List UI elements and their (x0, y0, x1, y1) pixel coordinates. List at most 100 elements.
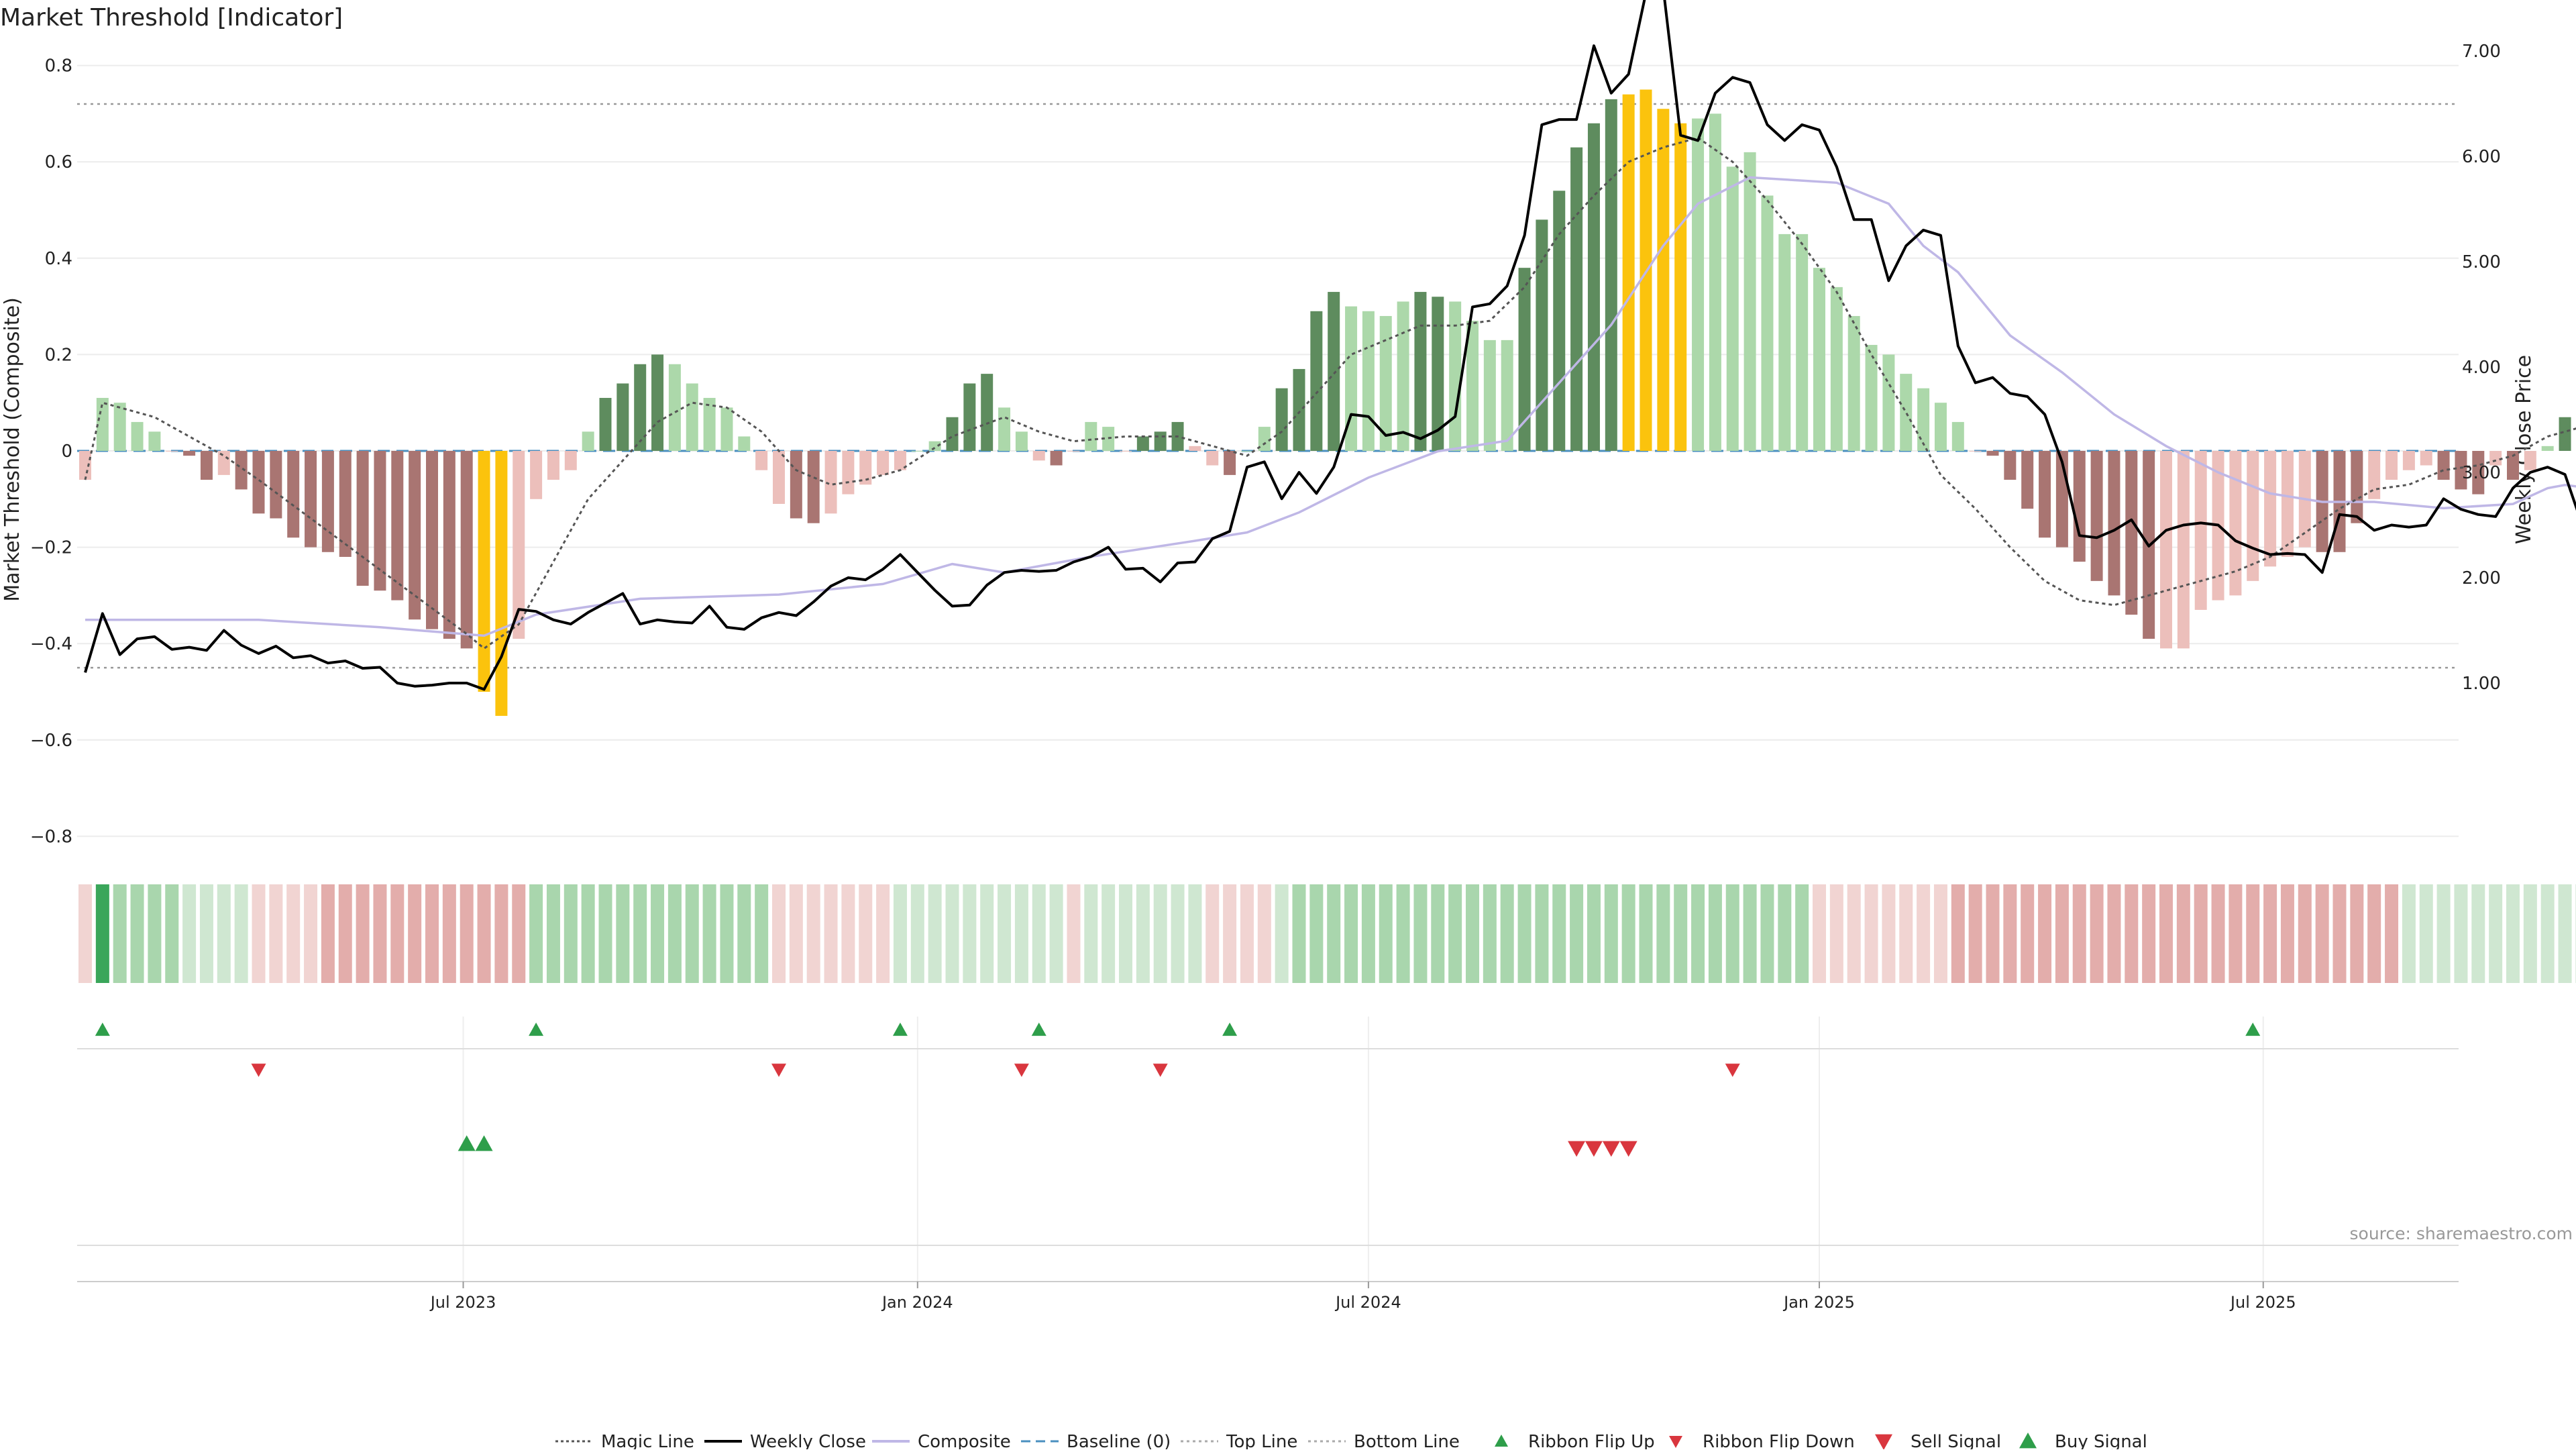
ribbon-flip-up-marker (529, 1023, 544, 1036)
ribbon-cell (841, 884, 855, 983)
ribbon-cell (1275, 884, 1289, 983)
composite-bar (2402, 451, 2415, 470)
ribbon-cell (442, 884, 456, 983)
composite-bar (96, 398, 109, 451)
composite-bar (460, 451, 473, 649)
ribbon-cell (182, 884, 197, 983)
ribbon-cell (928, 884, 942, 983)
composite-bar (1743, 152, 1756, 451)
legend-swatch (1495, 1435, 1508, 1447)
legend-label: Magic Line (601, 1432, 694, 1449)
x-axis: Jul 2023 Jan 2024 Jul 2024 Jan 2025 Jul 2025 (77, 1281, 2459, 1312)
ribbon-cell (529, 884, 543, 983)
composite-bar (1032, 451, 1045, 461)
composite-bar (1709, 113, 1721, 451)
composite-bar (1674, 123, 1687, 451)
ribbon-cell (390, 884, 405, 983)
ribbon-cell (2194, 884, 2208, 983)
ribbon-cell (2055, 884, 2069, 983)
ribbon-cell (1136, 884, 1150, 983)
ribbon-cell (1604, 884, 1618, 983)
ribbon-cell (1517, 884, 1532, 983)
composite-bar (1951, 421, 1964, 451)
x-tick-label: Jul 2024 (1334, 1293, 1401, 1312)
composite-bar (2437, 451, 2450, 480)
chart-title: Market Threshold [Indicator] (0, 4, 343, 32)
ribbon-cell (980, 884, 994, 983)
ribbon-cell (252, 884, 266, 983)
composite-bar (1587, 123, 1600, 451)
ribbon-cell (2506, 884, 2520, 983)
y-tick-label: −0.4 (30, 634, 72, 654)
composite-bar (513, 451, 525, 639)
composite-bar (998, 407, 1011, 451)
composite-bar (2039, 451, 2051, 538)
ribbon-flip-down-marker (1725, 1064, 1740, 1077)
y-tick-label: −0.6 (30, 731, 72, 751)
composite-bar (2420, 451, 2432, 466)
ribbon-cell (2263, 884, 2277, 983)
composite-bar (409, 451, 421, 620)
ribbon-cell (2229, 884, 2243, 983)
sell-signal-marker (1568, 1141, 1586, 1157)
ribbon-cell (789, 884, 803, 983)
composite-bar (478, 451, 490, 692)
composite-bar (1518, 268, 1531, 451)
ribbon-flip-down-marker (771, 1064, 786, 1077)
composite-bar (2559, 417, 2571, 451)
composite-bar (1847, 315, 1860, 451)
ribbon-cell (1968, 884, 1982, 983)
composite-bar (2108, 451, 2121, 596)
composite-bar (946, 417, 959, 451)
ribbon-cell (667, 884, 682, 983)
composite-bar (720, 407, 733, 451)
ribbon-cell (737, 884, 751, 983)
composite-bar (564, 451, 577, 470)
composite-bar (1050, 451, 1063, 466)
composite-bar (1067, 451, 1080, 452)
ribbon-cell (1067, 884, 1081, 983)
ribbon-cell (824, 884, 838, 983)
y-axis-label: Market Threshold (Composite) (1, 297, 24, 602)
ribbon-cell (286, 884, 301, 983)
composite-bar (755, 451, 768, 470)
composite-bar (963, 383, 976, 451)
ribbon-cell (859, 884, 873, 983)
composite-bar (1120, 451, 1132, 452)
composite-bar (200, 451, 213, 480)
ribbon-cell (321, 884, 335, 983)
ribbon-cell (338, 884, 352, 983)
ribbon-cell (1257, 884, 1271, 983)
ribbon-cell (2142, 884, 2156, 983)
ribbon-cell (113, 884, 127, 983)
composite-bar (668, 364, 681, 451)
ribbon-cell (2090, 884, 2104, 983)
sell-signal-marker (1585, 1141, 1603, 1157)
ribbon-flip-down-marker (1152, 1064, 1168, 1077)
composite-bar (2281, 451, 2294, 557)
composite-bar (1136, 436, 1149, 451)
composite-bar (1882, 354, 1895, 451)
ribbon-cell (1292, 884, 1306, 983)
y-tick-label: 0 (61, 442, 72, 462)
ribbon-cell (512, 884, 526, 983)
ribbon-cell (1448, 884, 1462, 983)
ribbon-cell (1570, 884, 1584, 983)
ribbon-cell (910, 884, 924, 983)
ribbon-cell (1674, 884, 1688, 983)
composite-line (85, 176, 2576, 637)
ribbon-cell (772, 884, 786, 983)
y2-tick-labels: 7.00 6.00 5.00 4.00 3.00 2.00 1.00 (2462, 42, 2501, 694)
ribbon-cell (720, 884, 734, 983)
ribbon-cell (2489, 884, 2503, 983)
ribbon-cell (1171, 884, 1185, 983)
composite-bar (1310, 311, 1323, 451)
composite-bar (495, 451, 508, 716)
composite-bar (547, 451, 559, 480)
composite-bar (2489, 451, 2502, 466)
composite-bar (1934, 403, 1947, 451)
sell-signal-marker (1619, 1141, 1638, 1157)
ribbon-cell (963, 884, 977, 983)
